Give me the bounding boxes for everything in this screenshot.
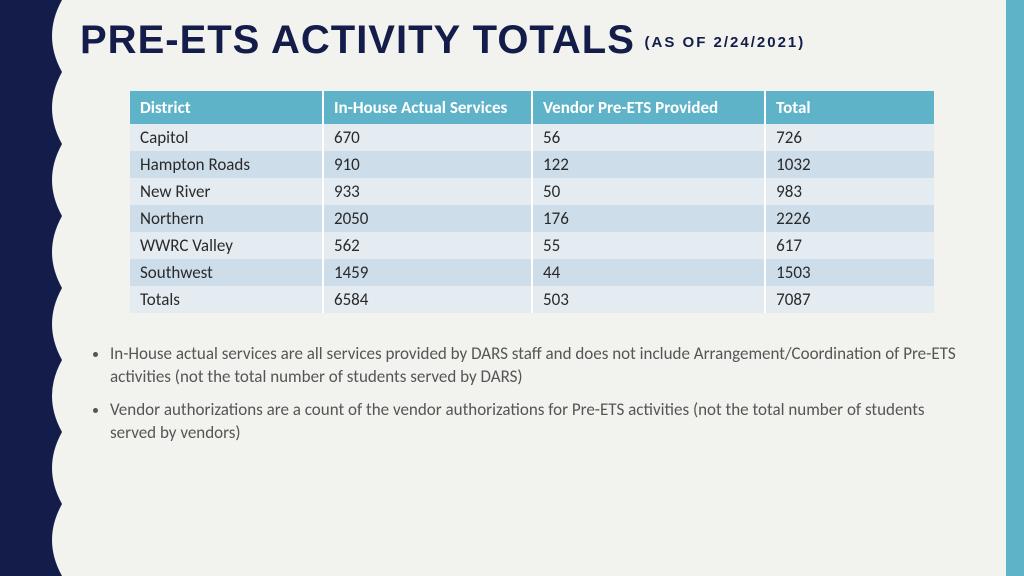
activity-totals-table: District In-House Actual Services Vendor…	[130, 91, 934, 313]
table-cell: 910	[323, 151, 532, 178]
table-cell: WWRC Valley	[130, 232, 323, 259]
table-cell: Totals	[130, 286, 323, 313]
table-cell: 503	[532, 286, 765, 313]
table-cell: 562	[323, 232, 532, 259]
table-row: Totals65845037087	[130, 286, 934, 313]
table-cell: 6584	[323, 286, 532, 313]
table-cell: 44	[532, 259, 765, 286]
table-cell: 1503	[765, 259, 934, 286]
table-cell: 617	[765, 232, 934, 259]
page-subtitle: (AS OF 2/24/2021)	[645, 34, 806, 51]
table-cell: 50	[532, 178, 765, 205]
page-title: PRE-ETS ACTIVITY TOTALS	[80, 18, 635, 62]
column-header: Vendor Pre-ETS Provided	[532, 91, 765, 124]
table-row: New River93350983	[130, 178, 934, 205]
table-cell: Southwest	[130, 259, 323, 286]
table-cell: 122	[532, 151, 765, 178]
table-cell: Hampton Roads	[130, 151, 323, 178]
left-decorative-stripe	[0, 0, 62, 576]
table-cell: 1032	[765, 151, 934, 178]
table-row: WWRC Valley56255617	[130, 232, 934, 259]
table-cell: 933	[323, 178, 532, 205]
table-cell: 726	[765, 124, 934, 151]
table-cell: 2050	[323, 205, 532, 232]
title-row: PRE-ETS ACTIVITY TOTALS (AS OF 2/24/2021…	[80, 18, 994, 63]
column-header: Total	[765, 91, 934, 124]
table-row: Southwest1459441503	[130, 259, 934, 286]
table-cell: New River	[130, 178, 323, 205]
table-cell: 670	[323, 124, 532, 151]
table-row: Capitol67056726	[130, 124, 934, 151]
table-cell: 983	[765, 178, 934, 205]
table-cell: Capitol	[130, 124, 323, 151]
footnote-item: In-House actual services are all service…	[110, 343, 974, 389]
right-decorative-stripe	[1006, 0, 1024, 576]
table-row: Hampton Roads9101221032	[130, 151, 934, 178]
column-header: In-House Actual Services	[323, 91, 532, 124]
table-cell: 7087	[765, 286, 934, 313]
table-cell: 176	[532, 205, 765, 232]
table-cell: 56	[532, 124, 765, 151]
table-cell: 1459	[323, 259, 532, 286]
table-cell: 55	[532, 232, 765, 259]
column-header: District	[130, 91, 323, 124]
table-cell: Northern	[130, 205, 323, 232]
table-cell: 2226	[765, 205, 934, 232]
table-row: Northern20501762226	[130, 205, 934, 232]
footnote-list: In-House actual services are all service…	[110, 343, 974, 445]
footnote-item: Vendor authorizations are a count of the…	[110, 399, 974, 445]
